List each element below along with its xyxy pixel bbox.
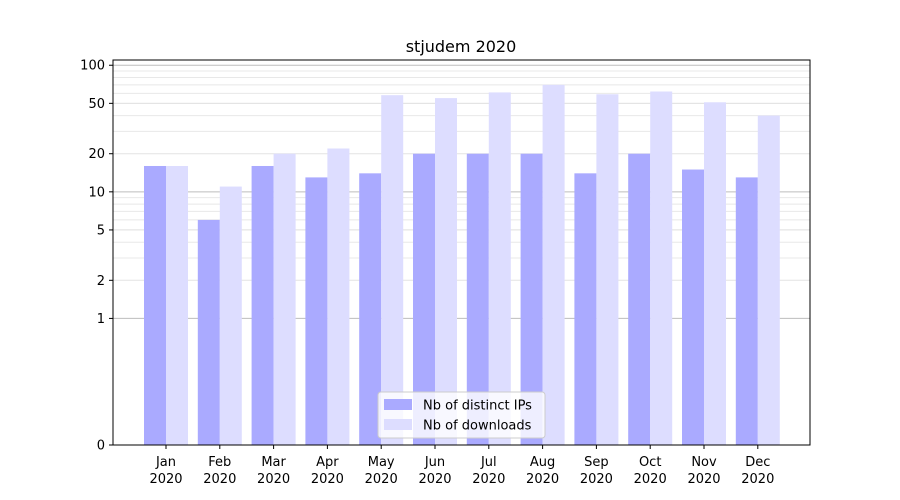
legend-label: Nb of downloads [423,419,532,434]
x-tick-label: Sep 2020 [580,455,613,487]
chart-title: stjudem 2020 [406,37,517,56]
bar-distinct-ips [305,177,328,446]
bar-distinct-ips [144,165,166,446]
bars [144,84,780,446]
y-axis: 0 1 2 5 10 20 50 100 [80,59,113,454]
x-tick-label: May 2020 [365,455,398,487]
bar-downloads [273,153,296,446]
x-tick-label: Mar 2020 [257,455,290,487]
bar-distinct-ips [413,153,435,446]
legend: Nb of distinct IPs Nb of downloads [377,391,546,439]
y-tick-label: 2 [97,274,105,289]
bar-distinct-ips [682,169,704,445]
y-tick-label: 100 [80,59,105,74]
bar-downloads [327,148,350,445]
bar-distinct-ips [735,177,758,446]
y-tick-label: 0 [97,439,105,454]
y-tick-label: 5 [97,223,105,238]
bar-downloads [381,95,404,445]
x-tick-label: Jun 2020 [418,455,451,487]
bar-downloads [435,98,457,445]
bar-downloads [704,102,726,445]
bar-downloads [488,92,511,446]
x-tick-label: Jul 2020 [472,455,505,487]
bar-distinct-ips [359,173,382,445]
plot-area-frame [112,59,811,446]
x-tick-label: Jan 2020 [149,455,182,487]
bar-downloads [219,186,242,446]
x-tick-label: Apr 2020 [311,455,344,487]
x-tick-label: Dec 2020 [741,455,774,487]
bar-distinct-ips [251,165,274,446]
bar-downloads [757,115,780,445]
legend-swatch [384,419,412,430]
bar-downloads [166,165,188,446]
y-tick-label: 1 [97,312,105,327]
y-tick-label: 10 [88,185,105,200]
bar-downloads [650,91,673,445]
bar-distinct-ips [197,219,220,445]
bar-downloads [596,94,619,446]
y-tick-label: 50 [88,97,105,112]
y-tick-label: 20 [88,147,105,162]
bar-distinct-ips [628,153,651,446]
bar-downloads [542,84,565,445]
x-axis: Jan 2020 Feb 2020 Mar 2020 Apr 2020 May 2020 Jun 20… [149,445,774,487]
x-tick-label: Oct 2020 [634,455,667,487]
bar-distinct-ips [574,173,597,445]
bar-distinct-ips [520,153,543,446]
legend-swatch [384,399,412,410]
legend-box [377,391,546,439]
x-tick-label: Aug 2020 [526,455,559,487]
x-tick-label: Nov 2020 [687,455,720,487]
legend-label: Nb of distinct IPs [423,399,532,414]
x-tick-label: Feb 2020 [203,455,236,487]
bar-distinct-ips [466,153,489,446]
